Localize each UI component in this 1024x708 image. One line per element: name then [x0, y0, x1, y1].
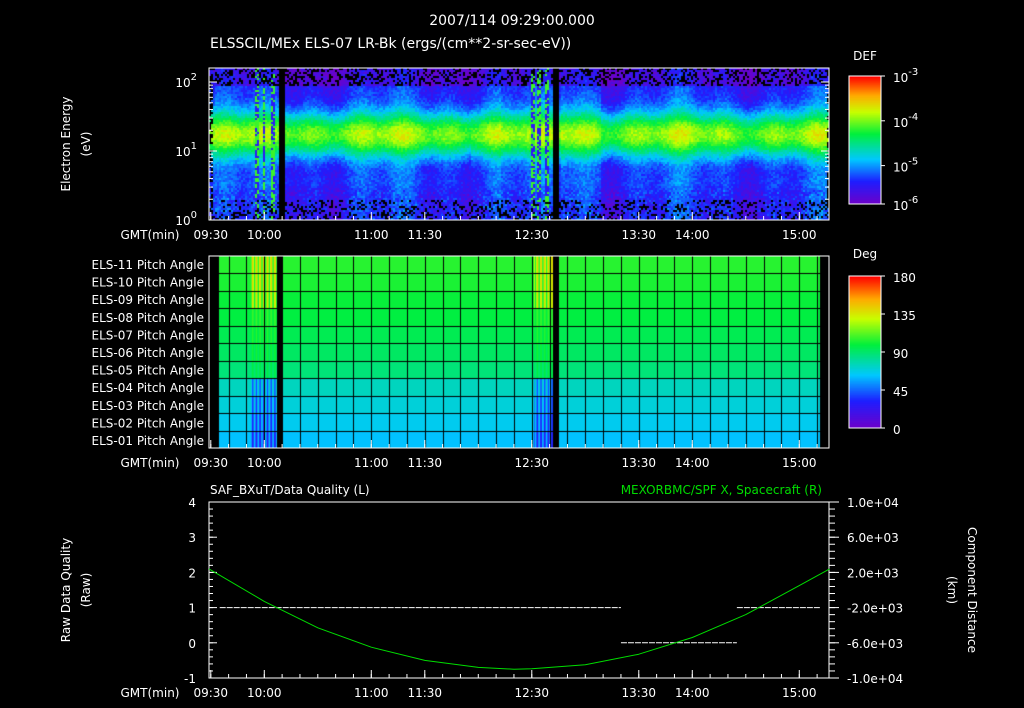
- pitch-row-label: ELS-10 Pitch Angle: [92, 276, 204, 290]
- x-tick-label: 12:30: [514, 228, 549, 242]
- y-tick-label: 102: [175, 72, 197, 90]
- colorbar-tick-label: 10-6: [893, 195, 918, 213]
- x-axis-label: GMT(min): [121, 456, 180, 470]
- x-tick-label: 09:30: [193, 228, 228, 242]
- x-tick-label: 10:00: [247, 228, 282, 242]
- right-y-axis-label: Component Distance: [965, 527, 979, 653]
- plot-title: ELSSCIL/MEx ELS-07 LR-Bk (ergs/(cm**2-sr…: [210, 36, 572, 52]
- x-tick-label: 14:00: [675, 686, 710, 700]
- pitch-colorbar-frame: [848, 275, 882, 429]
- pitch-row-label: ELS-09 Pitch Angle: [92, 293, 204, 307]
- pitch-row-label: ELS-06 Pitch Angle: [92, 346, 204, 360]
- colorbar-tick-label: 10-4: [893, 112, 918, 130]
- pitch-row-label: ELS-01 Pitch Angle: [92, 434, 204, 448]
- x-tick-label: 13:30: [621, 456, 656, 470]
- colorbar-tick-label: 10-3: [893, 67, 918, 85]
- right-y-tick-label: 1.0e+04: [847, 496, 899, 510]
- x-axis-label: GMT(min): [121, 686, 180, 700]
- x-tick-label: 15:00: [782, 456, 817, 470]
- x-tick-label: 15:00: [782, 228, 817, 242]
- x-tick-label: 12:30: [514, 686, 549, 700]
- spacecraft-x-line: [208, 568, 830, 670]
- right-y-tick-label: 2.0e+03: [847, 566, 899, 580]
- colorbar-label: Deg: [853, 247, 877, 261]
- energy-spectrogram: [209, 68, 829, 220]
- pitch-row-label: ELS-08 Pitch Angle: [92, 311, 204, 325]
- pitch-row-label: ELS-04 Pitch Angle: [92, 381, 204, 395]
- x-tick-label: 11:30: [407, 228, 442, 242]
- energy-panel-frame: [208, 67, 830, 221]
- y-tick-label: 101: [175, 141, 197, 159]
- x-tick-label: 09:30: [193, 456, 228, 470]
- pitch-row-label: ELS-11 Pitch Angle: [92, 258, 204, 272]
- x-tick-label: 10:00: [247, 456, 282, 470]
- x-tick-label: 15:00: [782, 686, 817, 700]
- pitch-row-label: ELS-07 Pitch Angle: [92, 328, 204, 342]
- pitch-angle-spectrogram: [209, 256, 829, 448]
- x-tick-label: 11:00: [354, 456, 389, 470]
- y-tick-label: 100: [175, 210, 197, 228]
- quality-panel-frame: [208, 501, 830, 679]
- left-y-tick-label: 4: [188, 496, 196, 510]
- left-y-tick-label: 3: [188, 531, 196, 545]
- y-axis-label-units: (eV): [79, 132, 93, 157]
- left-axis-title: SAF_BXuT/Data Quality (L): [210, 483, 370, 497]
- colorbar-tick-label: 180: [893, 271, 916, 285]
- right-y-tick-label: -1.0e+04: [847, 672, 903, 686]
- plot-timestamp: 2007/114 09:29:00.000: [429, 13, 595, 29]
- x-tick-label: 14:00: [675, 456, 710, 470]
- x-tick-label: 11:30: [407, 686, 442, 700]
- y-axis-label: Electron Energy: [59, 96, 73, 191]
- x-axis-label: GMT(min): [121, 228, 180, 242]
- right-axis-title: MEXORBMC/SPF X, Spacecraft (R): [621, 483, 822, 497]
- x-tick-label: 13:30: [621, 228, 656, 242]
- left-y-tick-label: 0: [188, 637, 196, 651]
- def-colorbar: [849, 76, 881, 204]
- right-y-tick-label: -2.0e+03: [847, 602, 903, 616]
- x-tick-label: 11:00: [354, 686, 389, 700]
- pitch-row-label: ELS-03 Pitch Angle: [92, 399, 204, 413]
- left-y-tick-label: 2: [188, 566, 196, 580]
- x-tick-label: 14:00: [675, 228, 710, 242]
- right-y-tick-label: -6.0e+03: [847, 637, 903, 651]
- x-tick-label: 09:30: [193, 686, 228, 700]
- pitch-colorbar: [849, 276, 881, 428]
- colorbar-tick-label: 45: [893, 385, 908, 399]
- def-colorbar-frame: [848, 75, 882, 205]
- x-tick-label: 11:00: [354, 228, 389, 242]
- pitch-panel-frame: [208, 255, 830, 449]
- colorbar-tick-label: 135: [893, 309, 916, 323]
- x-tick-label: 10:00: [247, 686, 282, 700]
- colorbar-tick-label: 10-5: [893, 157, 918, 175]
- left-y-tick-label: 1: [188, 602, 196, 616]
- colorbar-tick-label: 0: [893, 423, 901, 437]
- x-tick-label: 11:30: [407, 456, 442, 470]
- pitch-row-label: ELS-02 Pitch Angle: [92, 416, 204, 430]
- x-tick-label: 13:30: [621, 686, 656, 700]
- pitch-row-label: ELS-05 Pitch Angle: [92, 364, 204, 378]
- colorbar-label: DEF: [853, 49, 877, 63]
- left-y-axis-label-units: (Raw): [79, 573, 93, 608]
- right-y-tick-label: 6.0e+03: [847, 531, 899, 545]
- x-tick-label: 12:30: [514, 456, 549, 470]
- left-y-axis-label: Raw Data Quality: [59, 538, 73, 642]
- left-y-tick-label: -1: [184, 672, 196, 686]
- right-y-axis-label-units: (km): [945, 576, 959, 604]
- colorbar-tick-label: 90: [893, 347, 908, 361]
